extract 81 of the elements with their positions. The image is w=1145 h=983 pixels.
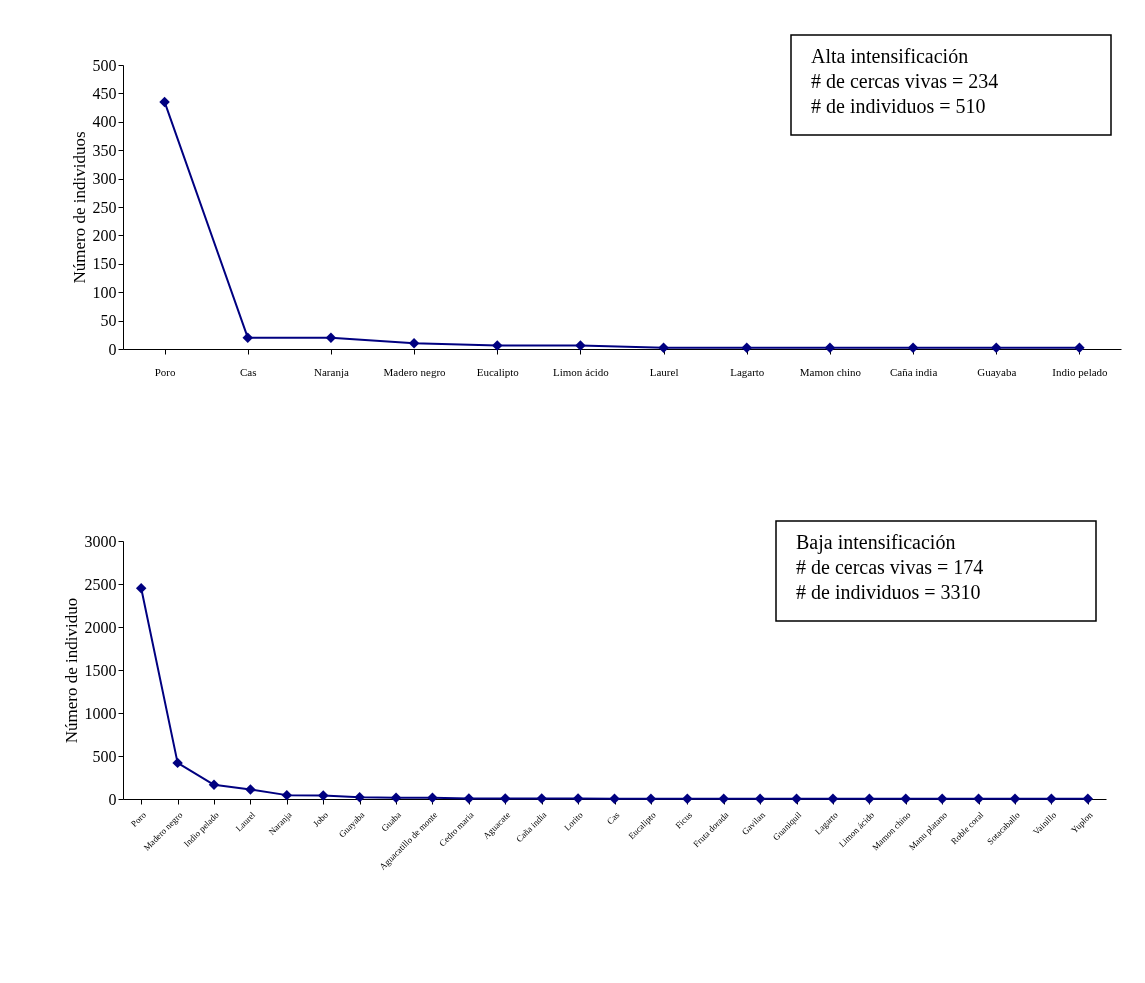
point	[682, 793, 693, 805]
x-tick-label: Madero negro	[383, 365, 447, 378]
x-tick-label: Lagarto	[730, 365, 765, 378]
x-tick-label: Naranja	[314, 365, 349, 378]
x-tick-label: Limon ácido	[552, 365, 610, 378]
point	[208, 779, 220, 791]
annotation: Alta intensificación	[811, 45, 969, 67]
y-tick-label: 500	[92, 747, 117, 765]
y-tick-label: 2500	[84, 575, 117, 593]
point	[1046, 793, 1057, 805]
y-tick-label: 2000	[84, 618, 117, 636]
y-tick-label: 500	[92, 56, 117, 74]
y-tick-label: 150	[92, 255, 117, 273]
x-tick-label: Indio pelado	[1052, 365, 1109, 378]
point	[492, 340, 503, 351]
point	[827, 793, 839, 805]
y-tick-label: 50	[100, 312, 117, 330]
annotation: # de individuos = 3310	[796, 581, 981, 603]
point	[791, 793, 802, 805]
y-tick-label: 250	[92, 198, 117, 216]
point	[427, 792, 438, 803]
point	[390, 792, 402, 803]
x-tick-label: Caña india	[514, 809, 549, 845]
annotation: # de cercas vivas = 174	[796, 556, 984, 578]
point	[991, 342, 1002, 354]
point	[900, 793, 911, 805]
point	[281, 789, 293, 801]
annotation: # de cercas vivas = 234	[811, 70, 999, 92]
x-tick-label: Mamon chino	[799, 365, 862, 378]
point	[973, 793, 984, 805]
x-tick-label: Eucalipto	[476, 365, 520, 378]
point	[936, 793, 948, 805]
y-tick-label: 350	[92, 141, 117, 159]
y-tick-label: 300	[92, 170, 117, 188]
y-tick-label: 200	[92, 226, 117, 244]
point	[907, 342, 919, 354]
point	[242, 332, 253, 343]
point	[754, 793, 766, 805]
point	[824, 342, 836, 354]
y-tick-label: 1500	[84, 661, 117, 679]
point	[741, 342, 752, 354]
point	[354, 792, 365, 803]
point	[536, 793, 547, 804]
point	[159, 96, 170, 108]
x-tick-label: Caña india	[889, 365, 938, 378]
point	[408, 338, 420, 349]
x-tick-label: Jobo	[311, 809, 331, 829]
point	[1009, 793, 1021, 805]
x-tick-label: Cas	[604, 809, 622, 827]
y-tick-label: 1000	[84, 704, 117, 722]
x-tick-label: Poro	[154, 365, 176, 378]
point	[1082, 793, 1094, 805]
annotation: # de individuos = 510	[811, 95, 986, 117]
x-tick-label: Cas	[240, 365, 257, 378]
point	[500, 793, 511, 804]
point	[718, 793, 729, 805]
point	[325, 332, 337, 343]
x-tick-label: Poro	[128, 809, 149, 829]
y-axis-title: Número de individuo	[61, 597, 81, 744]
y-tick-label: 0	[108, 340, 117, 358]
point	[645, 793, 657, 805]
point	[575, 340, 586, 351]
annotation: Baja intensificación	[796, 531, 956, 554]
x-tick-label: Guayaba	[977, 365, 1017, 378]
point	[318, 790, 329, 801]
y-tick-label: 400	[92, 113, 117, 131]
point	[609, 793, 620, 805]
point	[172, 757, 183, 769]
point	[135, 583, 147, 594]
point	[1074, 342, 1085, 354]
y-tick-label: 3000	[84, 532, 117, 550]
y-tick-label: 450	[92, 84, 117, 102]
y-axis-title: Número de individuos	[69, 131, 89, 284]
point	[463, 793, 475, 804]
point	[864, 793, 875, 805]
y-tick-label: 0	[108, 790, 117, 808]
y-tick-label: 100	[92, 283, 117, 301]
point	[658, 342, 669, 354]
x-tick-label: Laurel	[649, 365, 679, 378]
point	[245, 784, 256, 795]
point	[572, 793, 584, 804]
